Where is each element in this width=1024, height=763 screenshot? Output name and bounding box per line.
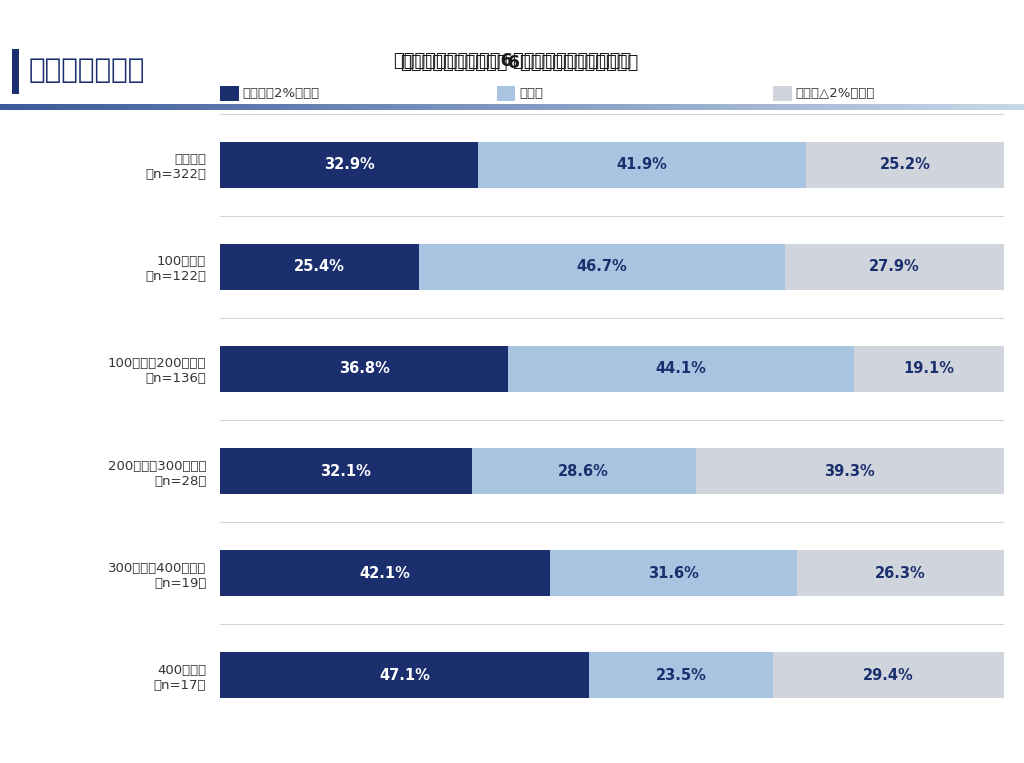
Bar bbox=[419, 244, 785, 290]
Text: 27.9%: 27.9% bbox=[869, 259, 920, 275]
Text: 減収（△2%以上）: 減収（△2%以上） bbox=[796, 87, 876, 100]
Bar bbox=[785, 244, 1004, 290]
Text: 前年同時期と比較した6月以降の医業収益の状況: 前年同時期と比較した6月以降の医業収益の状況 bbox=[400, 54, 639, 72]
Bar bbox=[220, 550, 550, 596]
Text: 19.1%: 19.1% bbox=[903, 362, 954, 376]
Bar bbox=[220, 244, 419, 290]
Bar bbox=[773, 652, 1004, 698]
Text: 前年同時期と比較した6月以降の医業収益の状況: 前年同時期と比較した6月以降の医業収益の状況 bbox=[393, 52, 631, 69]
Bar bbox=[854, 346, 1004, 392]
Bar bbox=[695, 448, 1004, 494]
Text: 25.4%: 25.4% bbox=[294, 259, 345, 275]
Text: 増収（＋2%以上）: 増収（＋2%以上） bbox=[243, 87, 319, 100]
Text: 23.5%: 23.5% bbox=[655, 668, 707, 683]
Text: Copyright © 2024Welfare And Medical Service Agency (WAM). All rights reserved.  : Copyright © 2024Welfare And Medical Serv… bbox=[551, 742, 998, 752]
Bar bbox=[550, 550, 798, 596]
Text: 横ばい: 横ばい bbox=[519, 87, 543, 100]
Text: 医業収益の状況: 医業収益の状況 bbox=[29, 56, 145, 84]
Bar bbox=[220, 142, 478, 188]
Text: 31.6%: 31.6% bbox=[648, 565, 699, 581]
Text: 28.6%: 28.6% bbox=[558, 464, 609, 478]
Bar bbox=[220, 652, 589, 698]
Text: 44.1%: 44.1% bbox=[655, 362, 707, 376]
Text: 42.1%: 42.1% bbox=[359, 565, 411, 581]
Bar bbox=[806, 142, 1004, 188]
Text: 26.3%: 26.3% bbox=[876, 565, 926, 581]
Text: 46.7%: 46.7% bbox=[577, 259, 628, 275]
Bar bbox=[589, 652, 773, 698]
Text: 32.1%: 32.1% bbox=[321, 464, 372, 478]
Bar bbox=[472, 448, 695, 494]
Bar bbox=[478, 142, 806, 188]
Bar bbox=[509, 346, 854, 392]
Text: 36.8%: 36.8% bbox=[339, 362, 390, 376]
Text: 25.2%: 25.2% bbox=[880, 157, 930, 172]
Text: 47.1%: 47.1% bbox=[379, 668, 430, 683]
Text: 29.4%: 29.4% bbox=[863, 668, 913, 683]
Text: 41.9%: 41.9% bbox=[616, 157, 668, 172]
Text: 32.9%: 32.9% bbox=[324, 157, 375, 172]
Bar bbox=[12, 49, 19, 95]
Text: 39.3%: 39.3% bbox=[824, 464, 874, 478]
Bar bbox=[220, 448, 472, 494]
Text: WAM: WAM bbox=[12, 10, 55, 25]
Bar bbox=[220, 346, 509, 392]
Bar bbox=[798, 550, 1004, 596]
